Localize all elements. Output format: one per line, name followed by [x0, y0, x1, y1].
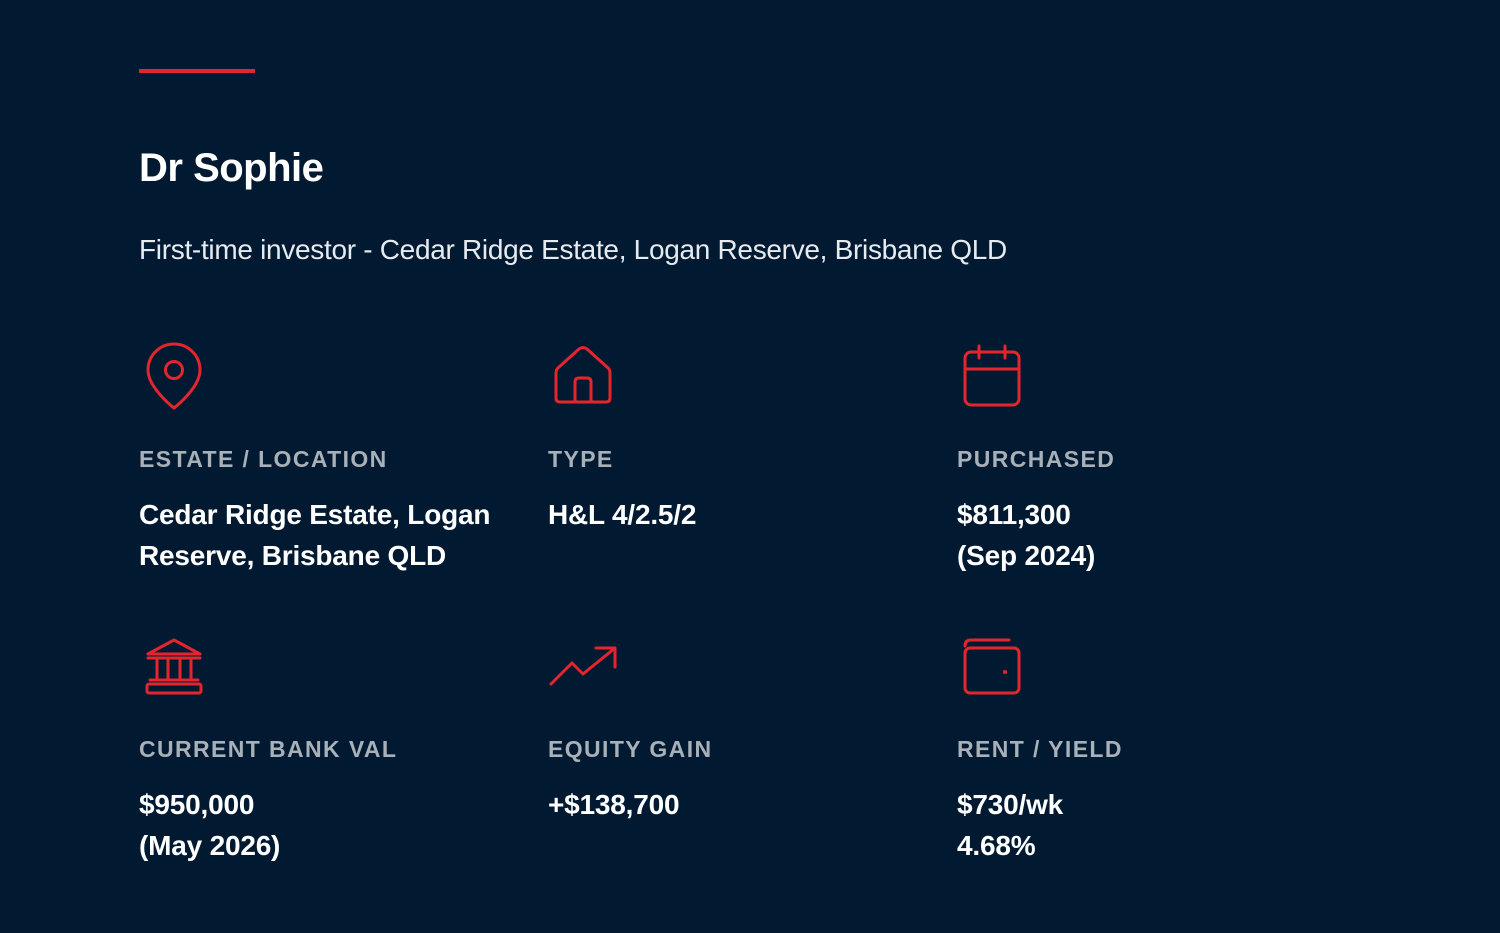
wallet-icon [957, 630, 1029, 702]
client-name: Dr Sophie [139, 146, 323, 190]
card-current-bank-val: CURRENT BANK VAL $950,000 (May 2026) [139, 630, 519, 702]
card-value: $730/wk 4.68% [957, 784, 1063, 866]
card-value-line1: H&L 4/2.5/2 [548, 494, 696, 535]
card-label: EQUITY GAIN [548, 736, 713, 763]
card-value-line2: (Sep 2024) [957, 535, 1095, 576]
card-value-line1: +$138,700 [548, 784, 679, 825]
card-estate-location: ESTATE / LOCATION Cedar Ridge Estate, Lo… [139, 340, 519, 412]
card-label: TYPE [548, 446, 614, 473]
card-purchased: PURCHASED $811,300 (Sep 2024) [957, 340, 1337, 412]
card-value-line1: $950,000 [139, 784, 280, 825]
card-value: H&L 4/2.5/2 [548, 494, 696, 535]
bank-icon [139, 630, 211, 702]
card-value: Cedar Ridge Estate, Logan Reserve, Brisb… [139, 494, 490, 576]
card-label: ESTATE / LOCATION [139, 446, 388, 473]
house-icon [548, 340, 620, 412]
card-type: TYPE H&L 4/2.5/2 [548, 340, 928, 412]
card-value: $950,000 (May 2026) [139, 784, 280, 866]
card-rent-yield: RENT / YIELD $730/wk 4.68% [957, 630, 1337, 702]
card-value-line2: Reserve, Brisbane QLD [139, 535, 490, 576]
card-value-line1: Cedar Ridge Estate, Logan [139, 494, 490, 535]
map-pin-icon [139, 340, 211, 412]
card-value-line2: 4.68% [957, 825, 1063, 866]
card-label: CURRENT BANK VAL [139, 736, 397, 763]
card-value: +$138,700 [548, 784, 679, 825]
calendar-icon [957, 340, 1029, 412]
card-value-line1: $811,300 [957, 494, 1095, 535]
card-value-line1: $730/wk [957, 784, 1063, 825]
trending-up-icon [548, 630, 620, 702]
client-subtitle: First-time investor - Cedar Ridge Estate… [139, 234, 1007, 266]
card-value-line2: (May 2026) [139, 825, 280, 866]
accent-bar [139, 69, 255, 73]
card-label: RENT / YIELD [957, 736, 1123, 763]
card-label: PURCHASED [957, 446, 1115, 473]
card-equity-gain: EQUITY GAIN +$138,700 [548, 630, 928, 702]
card-value: $811,300 (Sep 2024) [957, 494, 1095, 576]
